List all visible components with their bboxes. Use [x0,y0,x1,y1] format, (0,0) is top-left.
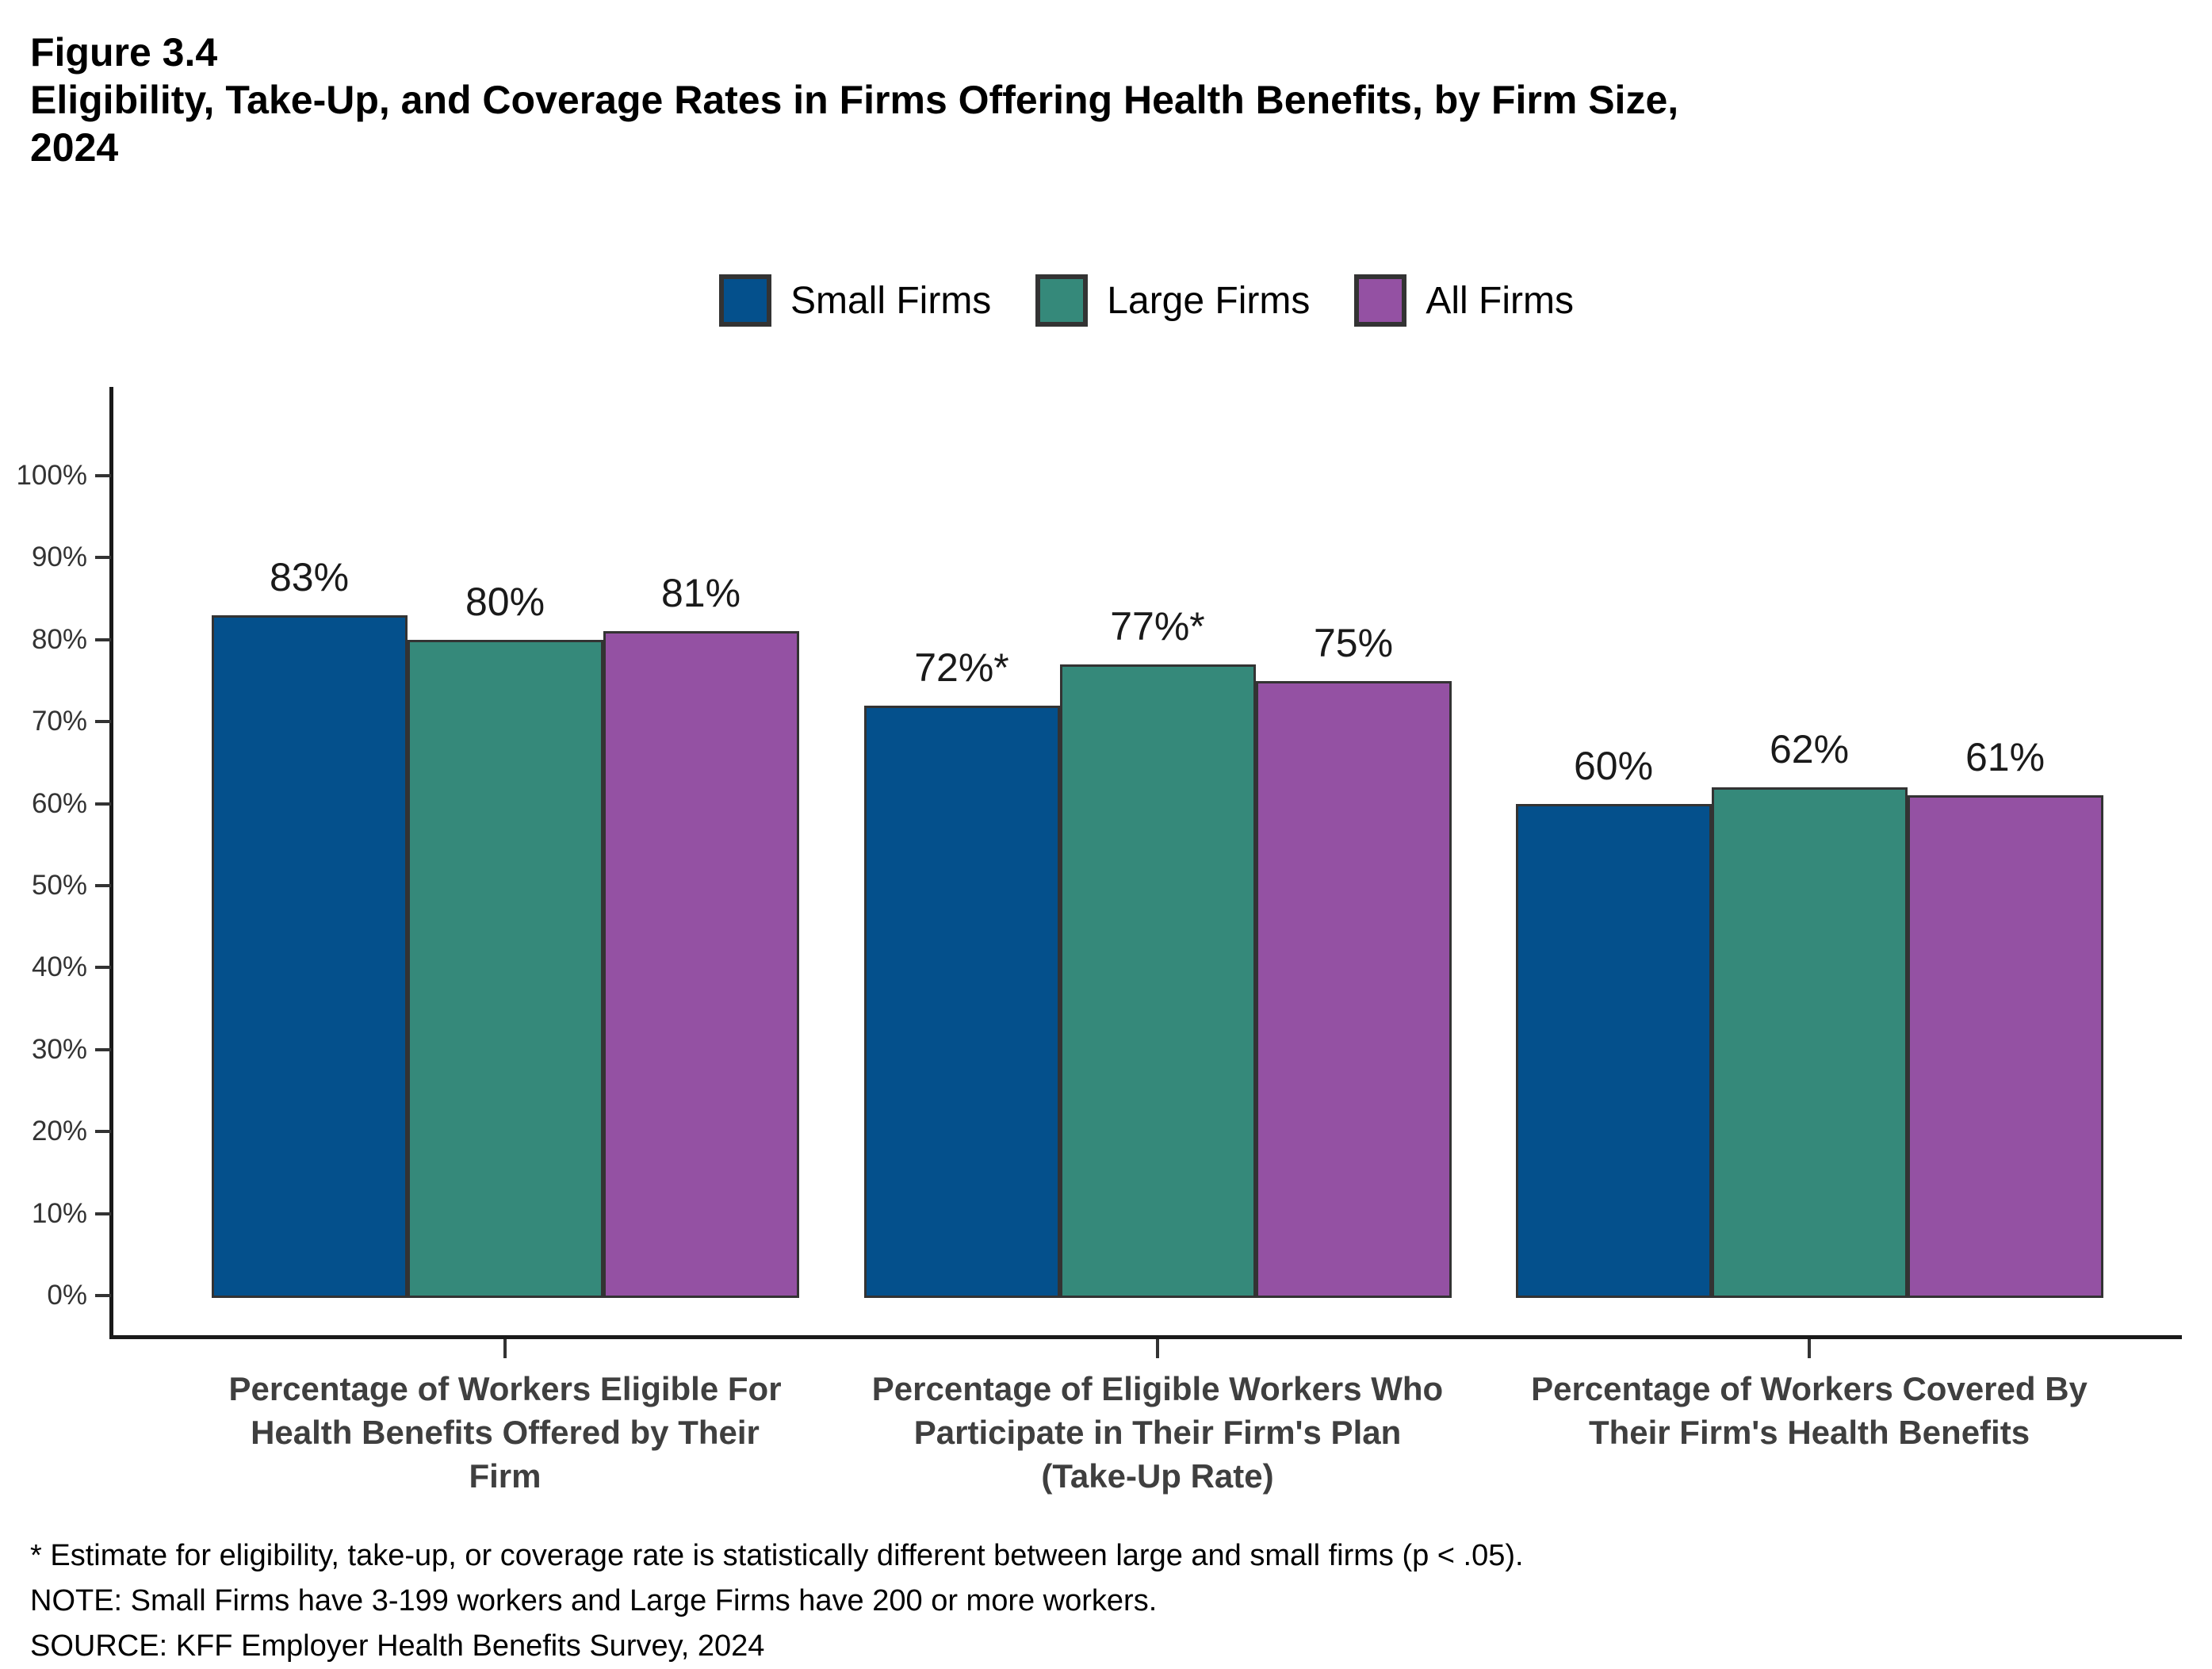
footnote-source: SOURCE: KFF Employer Health Benefits Sur… [30,1629,765,1663]
y-axis-tick [95,802,111,806]
figure-title-line-1: Eligibility, Take-Up, and Coverage Rates… [30,78,1679,122]
y-axis-tick [95,1294,111,1297]
figure-number: Figure 3.4 [30,30,218,75]
category-label-line: (Take-Up Rate) [1041,1457,1274,1495]
y-axis-tick-label: 10% [31,1197,87,1229]
y-axis-tick [95,556,111,560]
y-axis-tick-label: 50% [31,870,87,901]
y-axis-tick [95,474,111,477]
bar-all-firms [1907,795,2103,1298]
y-axis-tick-label: 90% [31,542,87,573]
y-axis-tick [95,884,111,887]
legend-label-all-firms: All Firms [1426,279,1574,322]
category-label-line: Percentage of Workers Eligible For [228,1370,782,1407]
y-axis-tick-label: 30% [31,1033,87,1065]
bar-value-label: 60% [1573,743,1654,788]
category-label: Percentage of Workers Covered By Their Fi… [1468,1367,2150,1454]
bar-value-label: 72%* [914,645,1009,690]
legend-swatch-small-firms [718,274,771,327]
y-axis-tick [95,637,111,641]
y-axis-tick [95,720,111,724]
x-axis-tick [1808,1339,1811,1358]
y-axis-tick [95,1212,111,1215]
y-axis-tick [95,966,111,970]
legend-item-large-firms: Large Firms [1035,274,1310,327]
y-axis-tick [95,1130,111,1134]
bar-all-firms [1255,680,1452,1298]
bar-value-label: 77%* [1110,603,1205,649]
bar-large-firms [1059,664,1256,1298]
legend-label-small-firms: Small Firms [790,279,992,322]
bar-value-label: 62% [1769,726,1850,771]
category-label-line: Their Firm's Health Benefits [1588,1414,2030,1451]
y-axis-tick-label: 20% [31,1116,87,1147]
bar-value-label: 61% [1965,735,2046,780]
legend: Small Firms Large Firms All Firms [111,274,2182,327]
bar-value-label: 81% [660,571,741,616]
legend-swatch-large-firms [1035,274,1089,327]
y-axis-tick-label: 60% [31,787,87,819]
legend-item-small-firms: Small Firms [718,274,992,327]
y-axis-tick-label: 100% [16,460,87,491]
bar-small-firms [1515,803,1712,1298]
legend-label-large-firms: Large Firms [1107,279,1311,322]
bar-value-label: 80% [465,579,545,624]
x-axis-tick [503,1339,507,1358]
footnotes: * Estimate for eligibility, take-up, or … [30,1533,2171,1669]
bar-value-label: 75% [1313,620,1394,665]
y-axis-tick-label: 40% [31,951,87,983]
figure-header: Figure 3.4 Eligibility, Take-Up, and Cov… [30,29,2107,171]
y-axis-tick-label: 80% [31,623,87,655]
y-axis-tick [95,1047,111,1051]
bar-small-firms [211,614,408,1298]
figure-title-line-2: 2024 [30,125,119,170]
bar-value-label: 83% [269,554,350,599]
bar-large-firms [1711,787,1908,1298]
bar-large-firms [407,639,603,1298]
bar-small-firms [863,705,1060,1298]
category-label-line: Percentage of Eligible Workers Who [871,1370,1444,1407]
y-axis-line [109,387,113,1339]
category-label-line: Participate in Their Firm's Plan [913,1414,1402,1451]
x-axis-line [109,1335,2182,1339]
footnote-note: NOTE: Small Firms have 3-199 workers and… [30,1584,1158,1617]
legend-swatch-all-firms [1354,274,1407,327]
footnote-significance: * Estimate for eligibility, take-up, or … [30,1539,1524,1572]
y-axis-tick-label: 70% [31,706,87,737]
x-axis-tick [1156,1339,1159,1358]
y-axis-tick-label: 0% [47,1280,87,1311]
legend-item-all-firms: All Firms [1354,274,1574,327]
category-label-line: Firm [469,1457,542,1495]
category-label-line: Health Benefits Offered by Their [251,1414,760,1451]
category-label: Percentage of Eligible Workers Who Partic… [817,1367,1498,1498]
bar-all-firms [603,631,799,1298]
category-label-line: Percentage of Workers Covered By [1531,1370,2088,1407]
category-label: Percentage of Workers Eligible For Health… [164,1367,846,1498]
